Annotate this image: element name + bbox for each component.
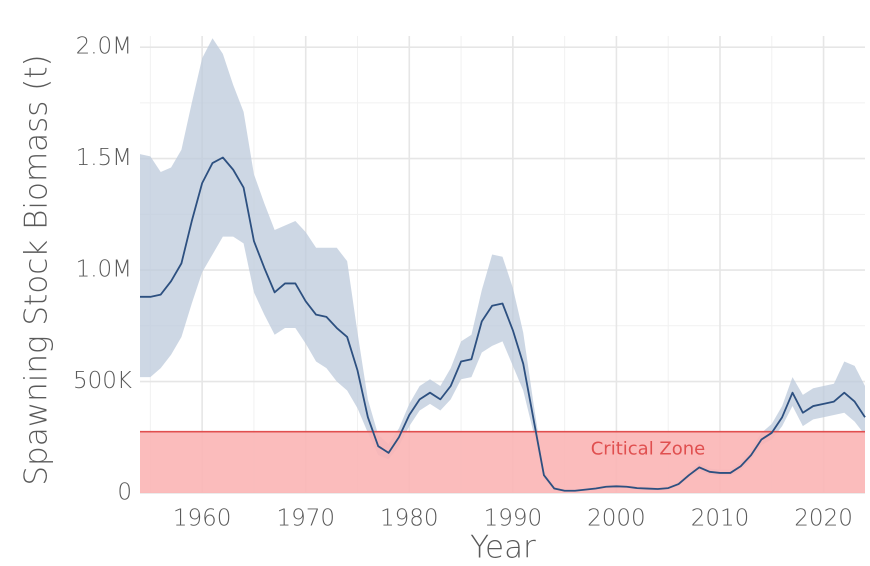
y-tick-label: 0 [117,480,132,506]
x-axis-title: Year [470,530,536,566]
x-tick-label: 1980 [380,506,439,532]
y-tick-label: 1.0M [76,257,132,283]
median-line [140,156,866,492]
x-tick-label: 2000 [587,506,646,532]
x-tick-label: 1990 [484,506,543,532]
x-tick-label: 1970 [276,506,335,532]
confidence-band [140,38,865,492]
x-tick-label: 1960 [173,506,232,532]
y-axis-title: Spawning Stock Biomass (t) [19,54,55,485]
y-tick-label: 500K [73,368,132,394]
y-tick-label: 2.0M [76,34,132,60]
x-tick-label: 2010 [691,506,750,532]
critical-zone-label: Critical Zone [591,439,706,460]
critical-zone [140,431,865,493]
y-tick-label: 1.5M [76,145,132,171]
x-tick-label: 2020 [794,506,853,532]
